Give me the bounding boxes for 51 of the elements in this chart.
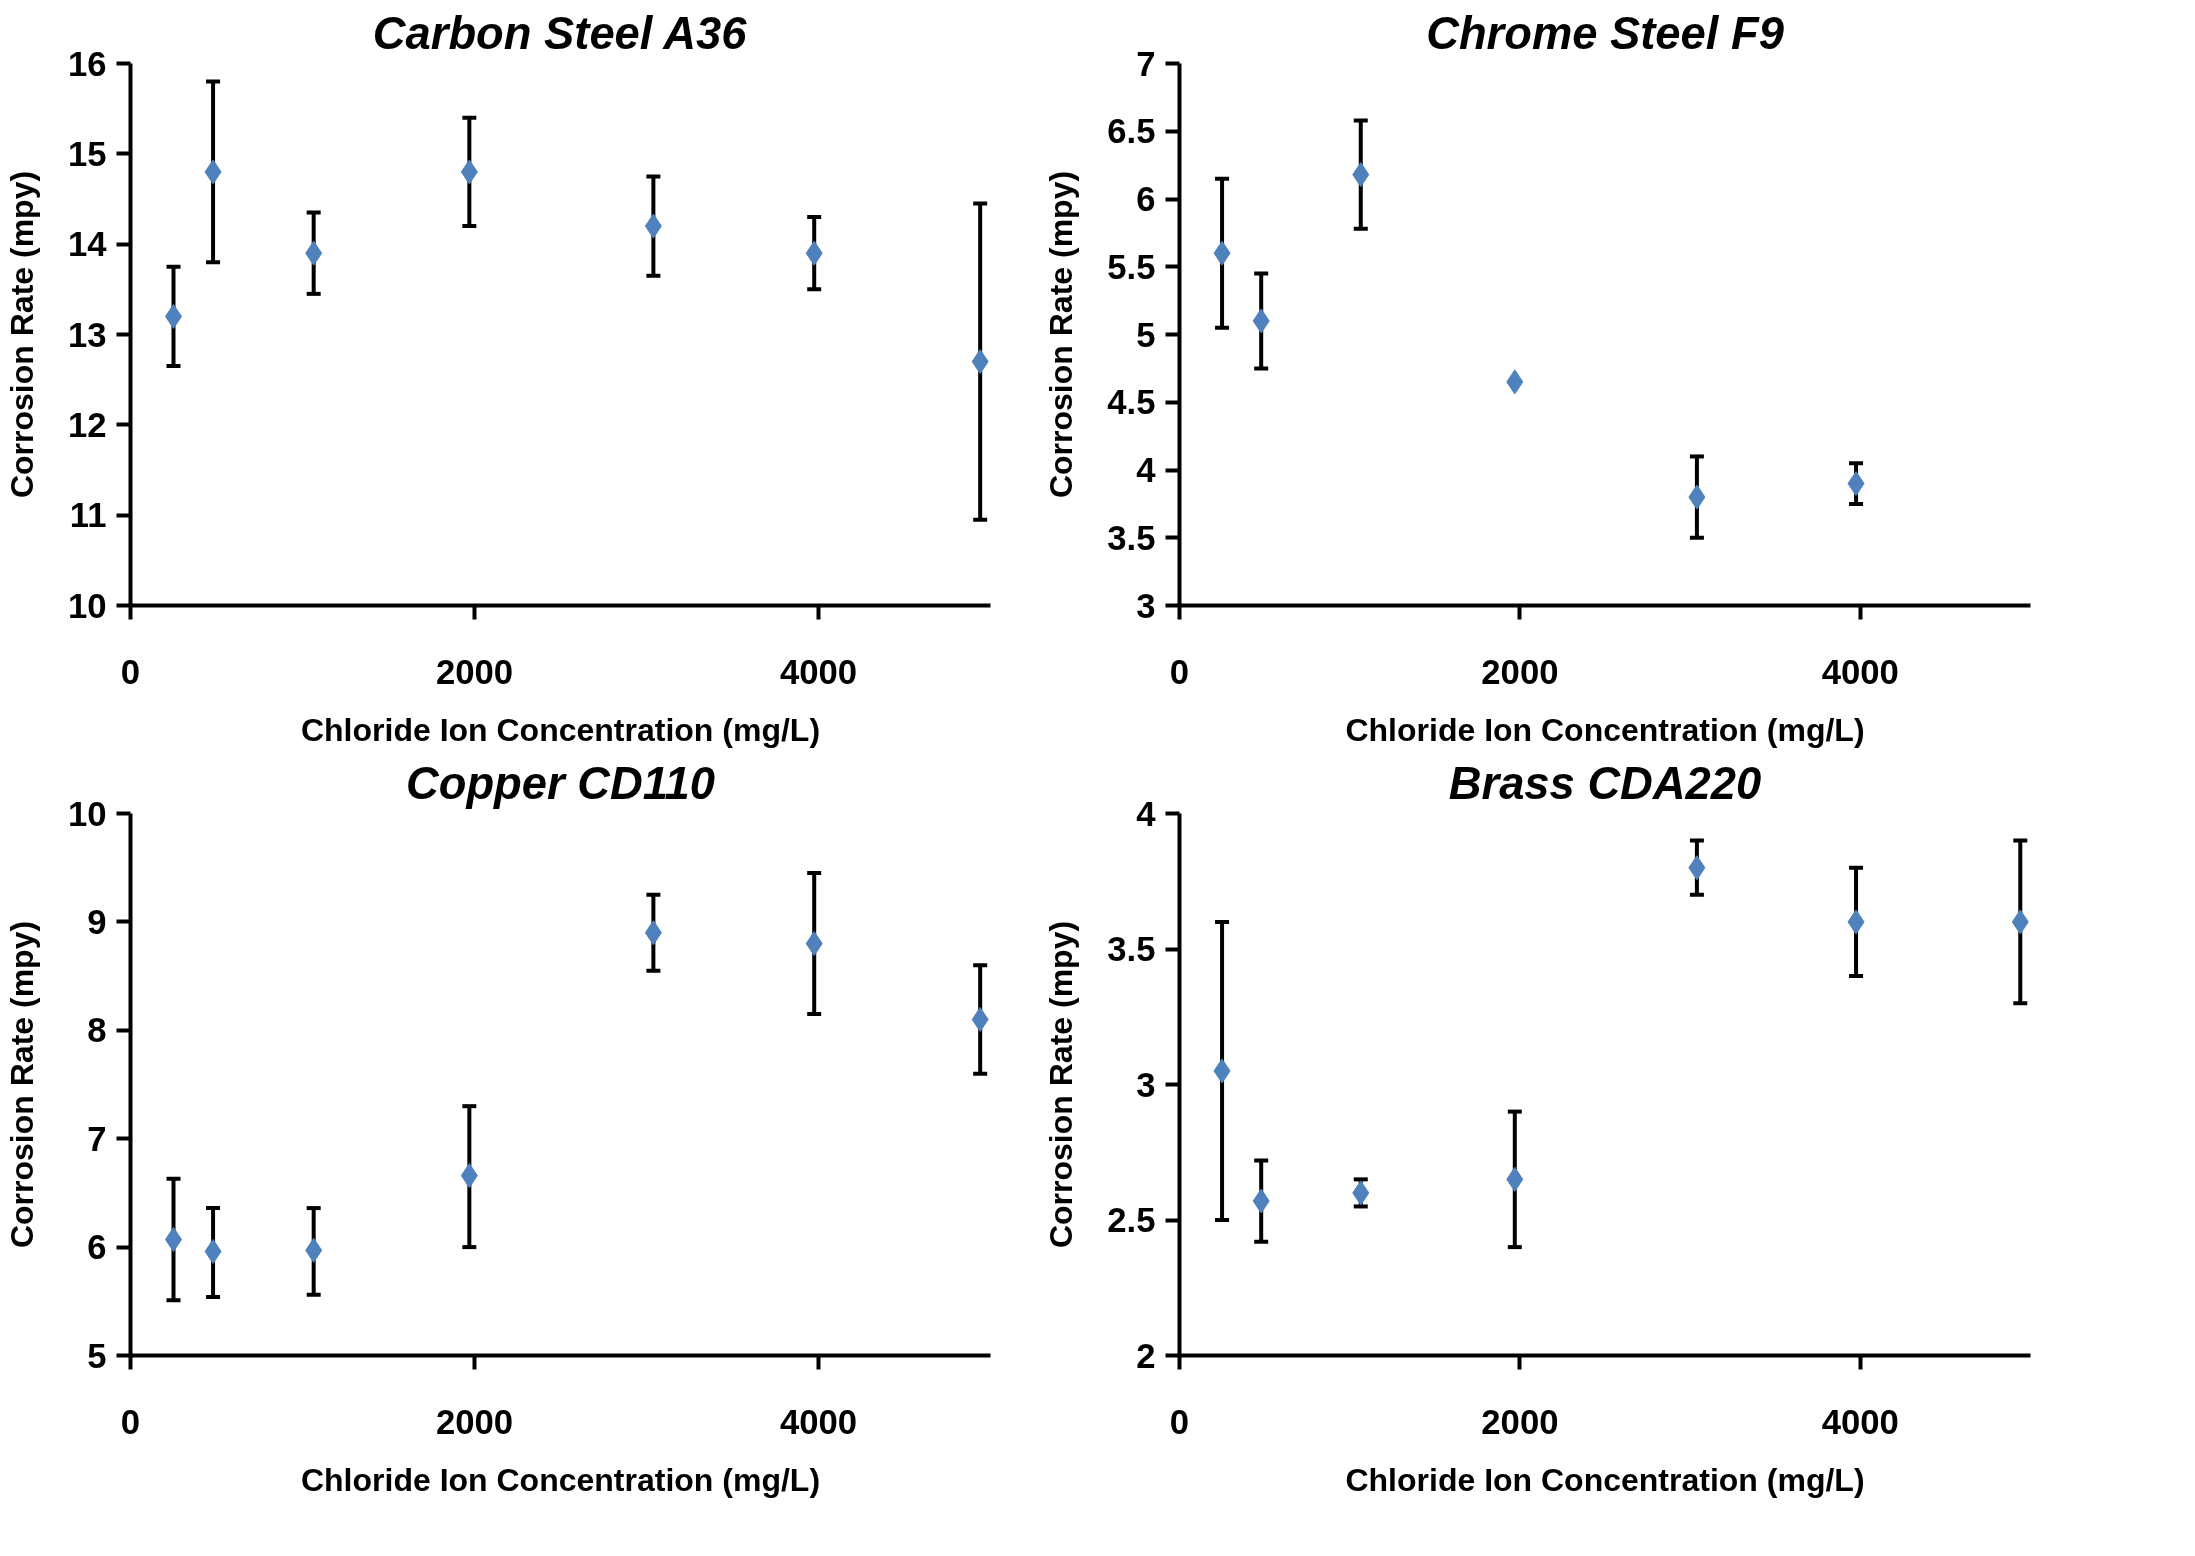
y-tick-label: 10 <box>67 586 107 625</box>
x-tick-label: 0 <box>1169 652 1190 691</box>
chart-title: Brass CDA220 <box>1448 757 1762 809</box>
x-tick-label: 2000 <box>435 1402 514 1441</box>
y-tick-label: 5 <box>1136 315 1156 354</box>
y-tick-label: 2.5 <box>1107 1201 1156 1239</box>
x-axis-title: Chloride Ion Concentration (mg/L) <box>1345 1461 1865 1498</box>
x-tick-label: 0 <box>120 652 141 691</box>
y-tick-label: 14 <box>67 225 108 264</box>
y-axis-title: Corrosion Rate (mpy) <box>3 170 40 499</box>
y-tick-label: 5.5 <box>1107 247 1156 286</box>
chart-title: Chrome Steel F9 <box>1426 7 1785 59</box>
y-tick-label: 15 <box>67 134 107 173</box>
y-tick-label: 6.5 <box>1107 112 1156 151</box>
y-axis-title: Corrosion Rate (mpy) <box>3 920 40 1249</box>
y-tick-label: 12 <box>67 405 107 444</box>
x-tick-label: 4000 <box>1821 652 1899 691</box>
x-axis-title: Chloride Ion Concentration (mg/L) <box>300 1461 821 1498</box>
chart-title: Carbon Steel A36 <box>372 7 748 59</box>
y-tick-label: 7 <box>87 1119 107 1158</box>
x-tick-label: 2000 <box>1481 652 1559 691</box>
x-tick-label: 0 <box>1169 1402 1190 1441</box>
x-tick-label: 4000 <box>779 1402 858 1441</box>
y-tick-label: 9 <box>87 902 107 941</box>
y-tick-label: 6 <box>87 1228 107 1267</box>
y-tick-label: 4 <box>1136 794 1157 833</box>
x-tick-label: 0 <box>120 1402 141 1441</box>
y-tick-label: 16 <box>67 44 107 83</box>
y-tick-label: 5 <box>87 1336 107 1375</box>
y-tick-label: 3.5 <box>1107 930 1156 968</box>
x-tick-label: 2000 <box>1481 1402 1559 1441</box>
y-tick-label: 4.5 <box>1107 383 1156 422</box>
y-tick-label: 3 <box>1136 586 1156 625</box>
y-tick-label: 3 <box>1136 1065 1156 1104</box>
x-tick-label: 4000 <box>1821 1402 1899 1441</box>
y-tick-label: 2 <box>1136 1336 1156 1375</box>
y-tick-label: 7 <box>1136 44 1156 83</box>
y-axis-title: Corrosion Rate (mpy) <box>1043 170 1080 499</box>
y-tick-label: 8 <box>87 1011 107 1050</box>
chart-title: Copper CD110 <box>406 757 715 809</box>
x-tick-label: 4000 <box>779 652 858 691</box>
y-axis-title: Corrosion Rate (mpy) <box>1043 920 1080 1249</box>
y-tick-label: 10 <box>67 794 107 833</box>
y-tick-label: 13 <box>67 315 107 354</box>
x-axis-title: Chloride Ion Concentration (mg/L) <box>1345 711 1865 748</box>
x-tick-label: 2000 <box>435 652 514 691</box>
y-tick-label: 4 <box>1136 451 1157 489</box>
y-tick-label: 6 <box>1136 180 1156 218</box>
x-axis-title: Chloride Ion Concentration (mg/L) <box>300 711 821 748</box>
y-tick-label: 11 <box>69 496 107 535</box>
y-tick-label: 3.5 <box>1107 518 1156 557</box>
